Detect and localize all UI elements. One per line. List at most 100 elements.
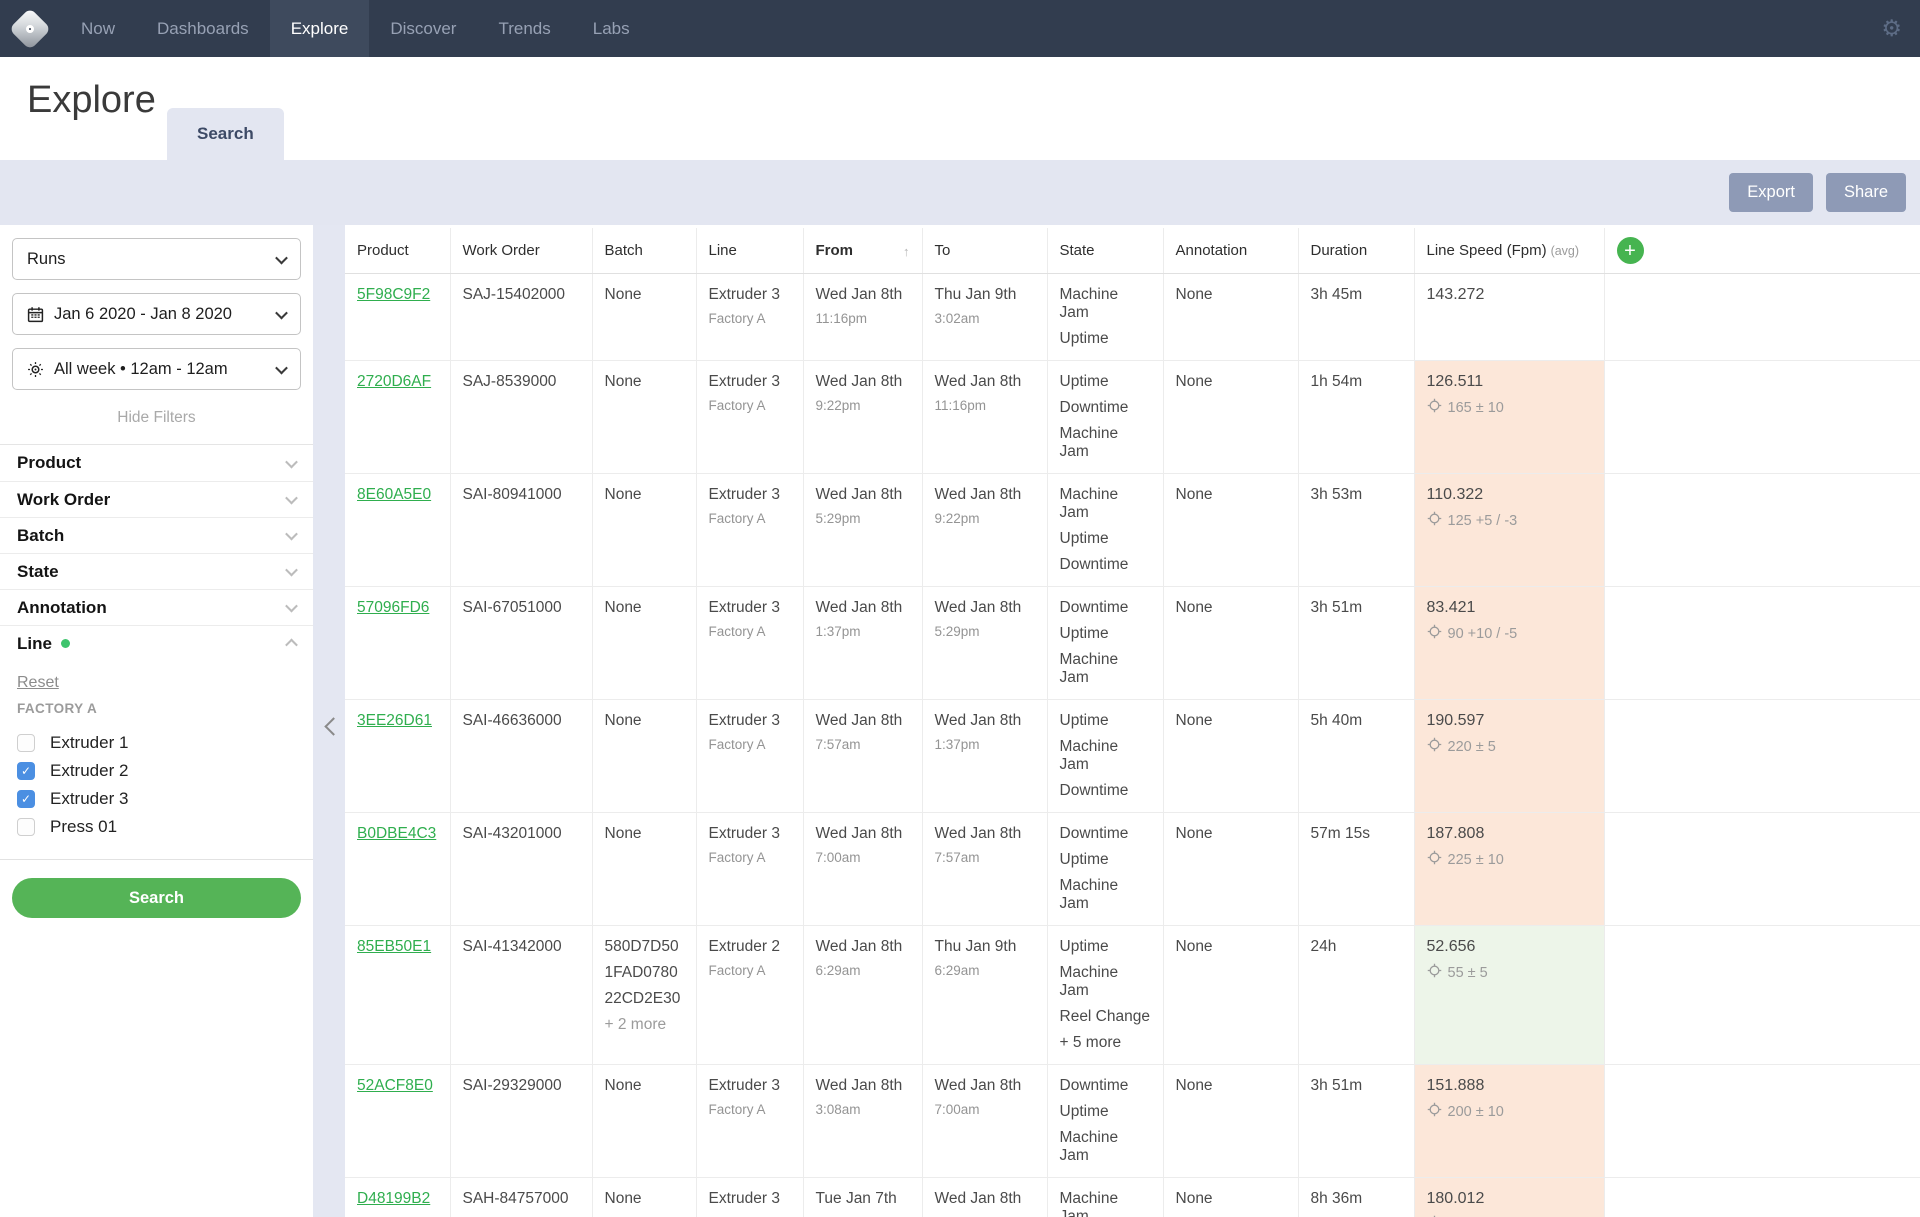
filter-section-state[interactable]: State (0, 553, 313, 589)
schedule-icon (27, 361, 44, 378)
product-link[interactable]: 52ACF8E0 (357, 1077, 433, 1094)
line-speed-target: 225 ± 10 (1427, 850, 1592, 869)
line-speed-target: 220 ± 5 (1427, 737, 1592, 756)
cell-work-order: SAI-67051000 (450, 586, 593, 700)
line-factory: Factory A (708, 511, 766, 526)
product-link[interactable]: 8E60A5E0 (357, 486, 432, 503)
action-toolbar: Export Share (0, 160, 1920, 225)
product-link[interactable]: 85EB50E1 (357, 938, 432, 955)
product-link[interactable]: D48199B2 (357, 1190, 431, 1207)
hide-filters-link[interactable]: Hide Filters (117, 409, 196, 426)
tab-search[interactable]: Search (167, 108, 284, 160)
batch-value: None (604, 599, 642, 616)
collapse-sidebar-chevron-left-icon[interactable] (321, 717, 341, 737)
line-option-extruder-2[interactable]: ✓ Extruder 2 (17, 757, 296, 785)
state-value: Downtime (1059, 599, 1129, 616)
column-header-from[interactable]: From ↑ (803, 228, 923, 274)
cell-duration: 3h 53m (1298, 473, 1415, 587)
product-link[interactable]: B0DBE4C3 (357, 825, 437, 842)
run-type-dropdown[interactable]: Runs (12, 238, 301, 280)
state-more: + 5 more (1059, 1034, 1122, 1051)
column-header-to[interactable]: To (922, 228, 1048, 274)
column-header-line[interactable]: Line (696, 228, 804, 274)
checkbox[interactable] (17, 818, 35, 836)
cell-actions (1604, 273, 1920, 361)
cell-from-time: 7:00am (815, 850, 861, 865)
cell-batch: None (592, 360, 697, 474)
cell-duration: 24h (1298, 925, 1415, 1065)
checkbox[interactable]: ✓ (17, 762, 35, 780)
settings-gear-icon[interactable]: ⚙ (1881, 15, 1902, 41)
cell-state: Downtime Uptime Machine Jam (1047, 586, 1164, 700)
search-button[interactable]: Search (12, 878, 301, 918)
cell-actions (1604, 1177, 1920, 1217)
product-link[interactable]: 5F98C9F2 (357, 286, 431, 303)
chevron-down-icon (285, 455, 298, 468)
cell-from: Wed Jan 8th 11:16pm (803, 273, 923, 361)
filter-section-annotation[interactable]: Annotation (0, 589, 313, 625)
cell-to-date: Wed Jan 8th (934, 486, 1022, 503)
filter-section-product[interactable]: Product (0, 445, 313, 481)
column-header-duration[interactable]: Duration (1298, 228, 1415, 274)
filter-section-line[interactable]: Line (0, 625, 313, 661)
share-button[interactable]: Share (1825, 173, 1906, 212)
cell-from-date: Wed Jan 8th (815, 825, 903, 842)
export-button[interactable]: Export (1729, 173, 1813, 212)
line-option-press-01[interactable]: Press 01 (17, 813, 296, 841)
cell-product: 8E60A5E0 (345, 473, 451, 587)
line-option-extruder-1[interactable]: Extruder 1 (17, 729, 296, 757)
app-logo[interactable] (0, 0, 60, 57)
cell-to-date: Wed Jan 8th (934, 373, 1022, 390)
column-header-batch[interactable]: Batch (592, 228, 697, 274)
nav-item-trends[interactable]: Trends (498, 19, 551, 38)
cell-state: Machine Jam Uptime Downtime (1047, 473, 1164, 587)
chevron-down-icon (285, 563, 298, 577)
schedule-value: All week • 12am - 12am (54, 359, 228, 378)
cell-from-date: Wed Jan 8th (815, 599, 903, 616)
checkbox[interactable] (17, 734, 35, 752)
cell-actions (1604, 586, 1920, 700)
state-value: Downtime (1059, 399, 1129, 416)
column-header-line-speed-fpm-[interactable]: Line Speed (Fpm) (avg) (1414, 228, 1605, 274)
column-header-label: Annotation (1175, 242, 1248, 259)
line-factory: Factory A (708, 311, 766, 326)
product-link[interactable]: 2720D6AF (357, 373, 432, 390)
state-value: Machine Jam (1059, 1190, 1119, 1217)
add-metric-button[interactable]: + (1616, 237, 1644, 264)
reset-link[interactable]: Reset (17, 674, 59, 691)
nav-item-dashboards[interactable]: Dashboards (157, 19, 249, 38)
nav-item-now[interactable]: Now (81, 19, 116, 38)
cell-work-order: SAJ-15402000 (450, 273, 593, 361)
date-range-dropdown[interactable]: Jan 6 2020 - Jan 8 2020 (12, 293, 301, 335)
cell-work-order: SAH-84757000 (450, 1177, 593, 1217)
nav-item-discover[interactable]: Discover (390, 19, 457, 38)
target-icon (1427, 398, 1442, 417)
nav-item-labs[interactable]: Labs (592, 19, 630, 38)
filter-section-batch[interactable]: Batch (0, 517, 313, 553)
checkbox[interactable]: ✓ (17, 790, 35, 808)
filter-section-work-order[interactable]: Work Order (0, 481, 313, 517)
sidebar-divider (0, 859, 313, 860)
cell-from: Wed Jan 8th 7:57am (803, 699, 923, 813)
sidebar-collapse-strip (313, 225, 345, 1217)
column-header-annotation[interactable]: Annotation (1163, 228, 1299, 274)
cell-batch: None (592, 273, 697, 361)
nav-item-explore[interactable]: Explore (269, 0, 370, 57)
line-name: Extruder 3 (708, 825, 781, 842)
column-header-work-order[interactable]: Work Order (450, 228, 593, 274)
line-option-extruder-3[interactable]: ✓ Extruder 3 (17, 785, 296, 813)
schedule-dropdown[interactable]: All week • 12am - 12am (12, 348, 301, 390)
cell-product: 52ACF8E0 (345, 1064, 451, 1178)
product-link[interactable]: 3EE26D61 (357, 712, 432, 729)
line-factory: Factory A (709, 1215, 791, 1217)
column-header-state[interactable]: State (1047, 228, 1164, 274)
product-link[interactable]: 57096FD6 (357, 599, 430, 616)
cell-actions (1604, 1064, 1920, 1178)
column-header-label: Line Speed (Fpm) (1426, 242, 1547, 259)
line-name: Extruder 3 (708, 486, 781, 503)
target-icon (1427, 737, 1442, 756)
cell-from: Wed Jan 8th 3:08am (803, 1064, 923, 1178)
target-value: 165 ± 10 (1447, 399, 1504, 416)
column-header-product[interactable]: Product (345, 228, 451, 274)
column-header-label: Batch (604, 242, 643, 259)
